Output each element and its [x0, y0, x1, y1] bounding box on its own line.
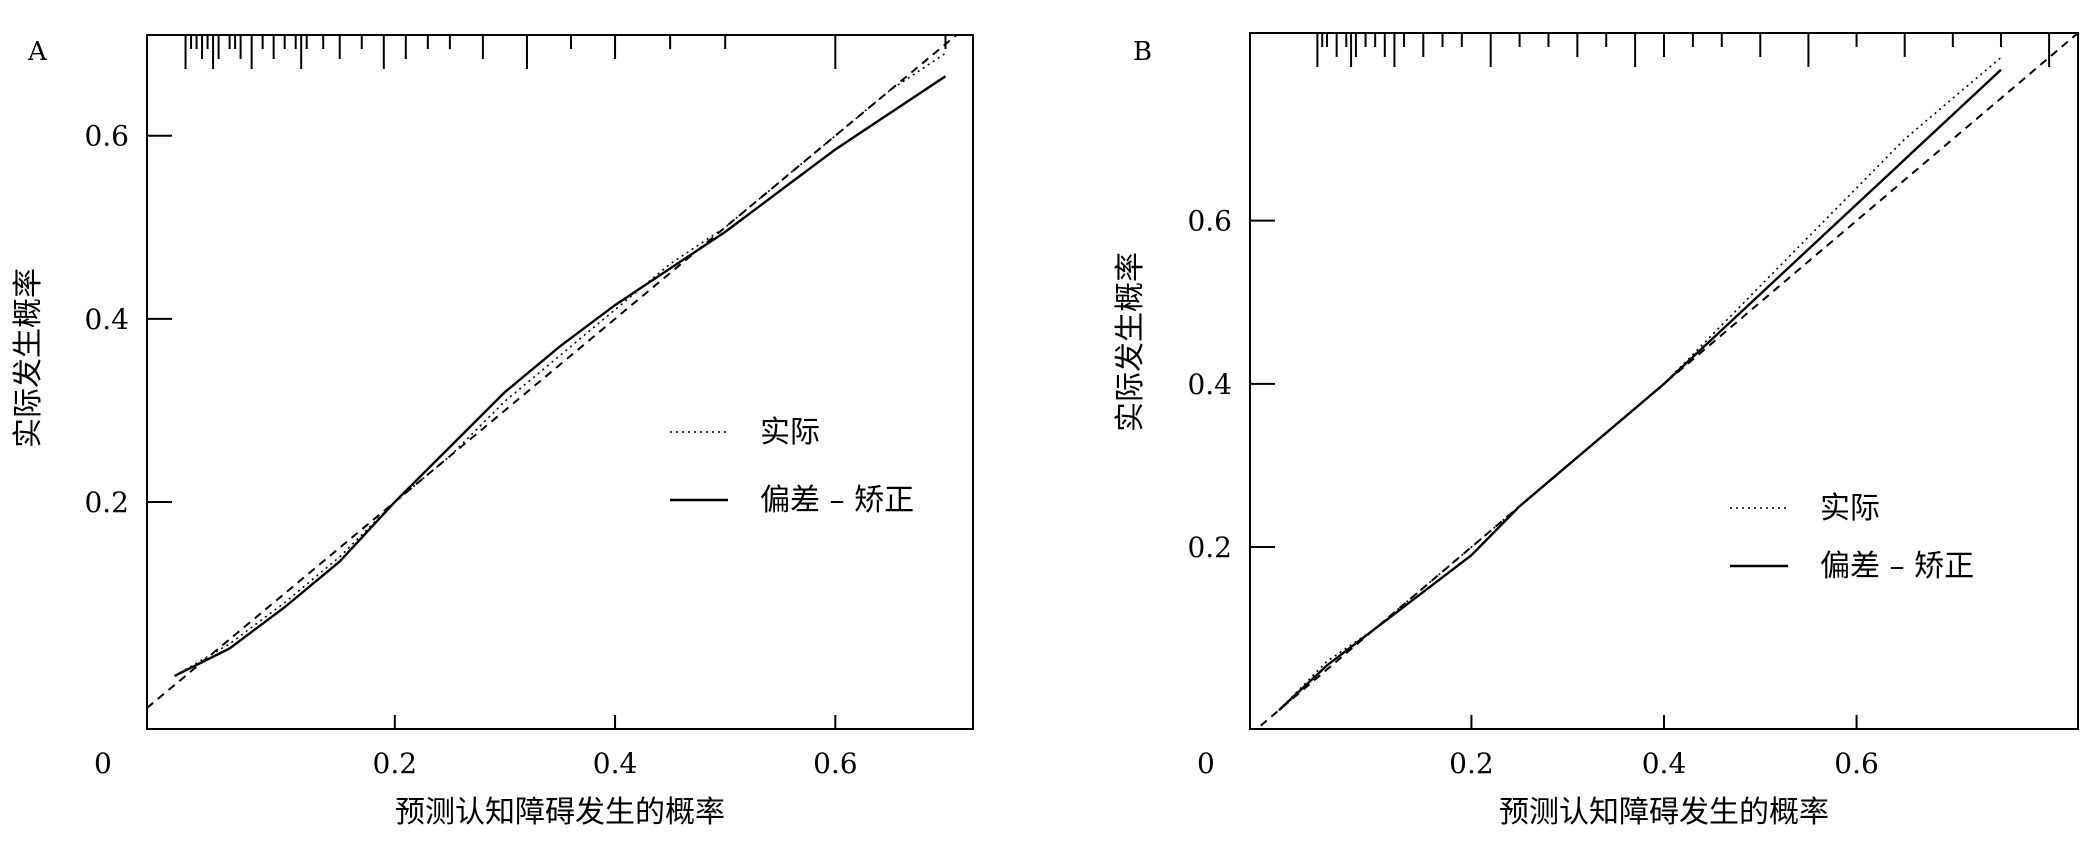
- x-axis-title: 预测认知障碍发生的概率: [1499, 795, 1829, 830]
- reference-line: [147, 35, 959, 709]
- origin-label: 0: [94, 747, 112, 780]
- plot-frame: [1249, 32, 2079, 730]
- y-tick-label: 0.6: [84, 120, 129, 153]
- y-tick-label: 0.2: [84, 486, 129, 519]
- origin-label: 0: [1197, 747, 1215, 780]
- x-axis-title: 预测认知障碍发生的概率: [395, 795, 725, 830]
- x-tick-label: 0.4: [1642, 747, 1687, 780]
- panel-a: A 0.2 0.4 0.6 0.2 0.4 0.6 0 预测认知障碍发生的概率 实际发生概率实际偏…: [11, 34, 974, 830]
- x-tick-label: 0.2: [1449, 747, 1494, 780]
- y-tick-label: 0.4: [1187, 368, 1232, 401]
- y-tick-label: 0.4: [84, 303, 129, 336]
- series-apparent-line: [1278, 56, 2002, 711]
- panel-label: A: [27, 37, 48, 67]
- legend-label: 偏差 – 矫正: [760, 483, 914, 518]
- plot-frame: [146, 34, 974, 730]
- y-tick-label: 0.2: [1187, 531, 1232, 564]
- y-axis-title: 实际发生概率: [11, 268, 46, 448]
- legend-label: 实际: [1820, 491, 1880, 526]
- x-tick-label: 0.6: [813, 747, 858, 780]
- y-tick-label: 0.6: [1187, 205, 1232, 238]
- x-tick-label: 0.4: [593, 747, 638, 780]
- series-bias-corrected-line: [1278, 68, 2002, 712]
- panel-b: B 0.2 0.4 0.6 0.2 0.4 0.6 0 预测认知障碍发生的概率 实际发生概率实际偏…: [1113, 32, 2079, 830]
- legend-label: 偏差 – 矫正: [1820, 549, 1974, 584]
- series-bias-corrected-line: [173, 75, 947, 677]
- legend-label: 实际: [760, 415, 820, 450]
- x-tick-label: 0.6: [1834, 747, 1879, 780]
- x-tick-label: 0.2: [373, 747, 418, 780]
- series-apparent-line: [174, 52, 946, 677]
- y-axis-title: 实际发生概率: [1113, 252, 1148, 432]
- panel-label: B: [1133, 37, 1152, 67]
